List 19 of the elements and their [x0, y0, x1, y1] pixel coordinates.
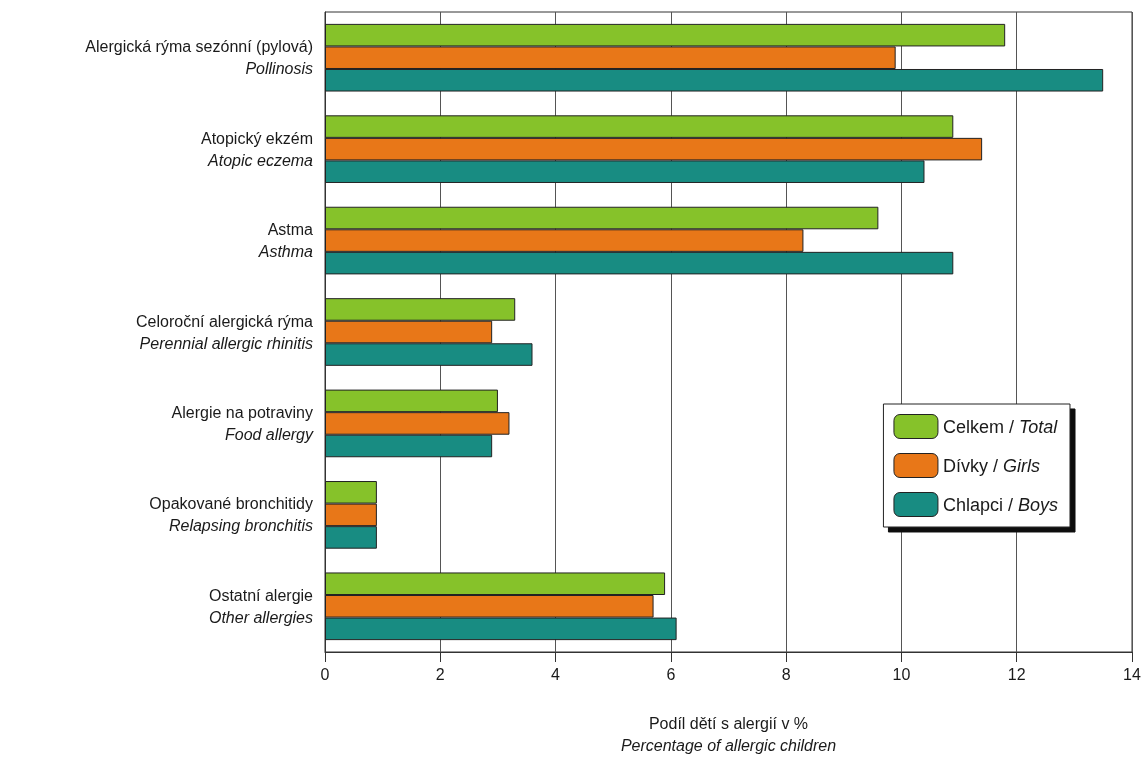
x-tick-label: 4 [551, 665, 561, 683]
y-tick-label: Ostatní alergie Other allergies [208, 586, 314, 626]
legend-label: Celkem / Total [942, 416, 1059, 437]
y-tick-label: Atopický ekzém Atopic eczema [200, 129, 314, 169]
x-tick-label: 6 [666, 665, 676, 683]
x-tick-label: 10 [892, 665, 911, 683]
x-tick-label: 2 [435, 665, 445, 683]
y-tick-label: Alergická rýma sezónní (pylová) Pollinosis [85, 38, 313, 78]
x-axis-title: Podíl dětí s alergií v % Percentage of allergic children [620, 714, 837, 754]
x-tick-label: 14 [1123, 665, 1141, 683]
y-tick-label: Celoroční alergická rýma Perennial allergic rhinitis [136, 312, 314, 352]
legend-label: Dívky / Girls [942, 455, 1040, 476]
y-tick-label: Alergie na potraviny Food allergy [171, 403, 314, 443]
y-tick-label: Astma Asthma [257, 221, 314, 261]
legend-label: Chlapci / Boys [942, 494, 1059, 515]
x-tick-label: 8 [781, 665, 791, 683]
y-tick-label: Opakované bronchitidy Relapsing bronchitis [149, 495, 313, 535]
x-tick-label: 0 [320, 665, 330, 683]
x-tick-label: 12 [1007, 665, 1026, 683]
